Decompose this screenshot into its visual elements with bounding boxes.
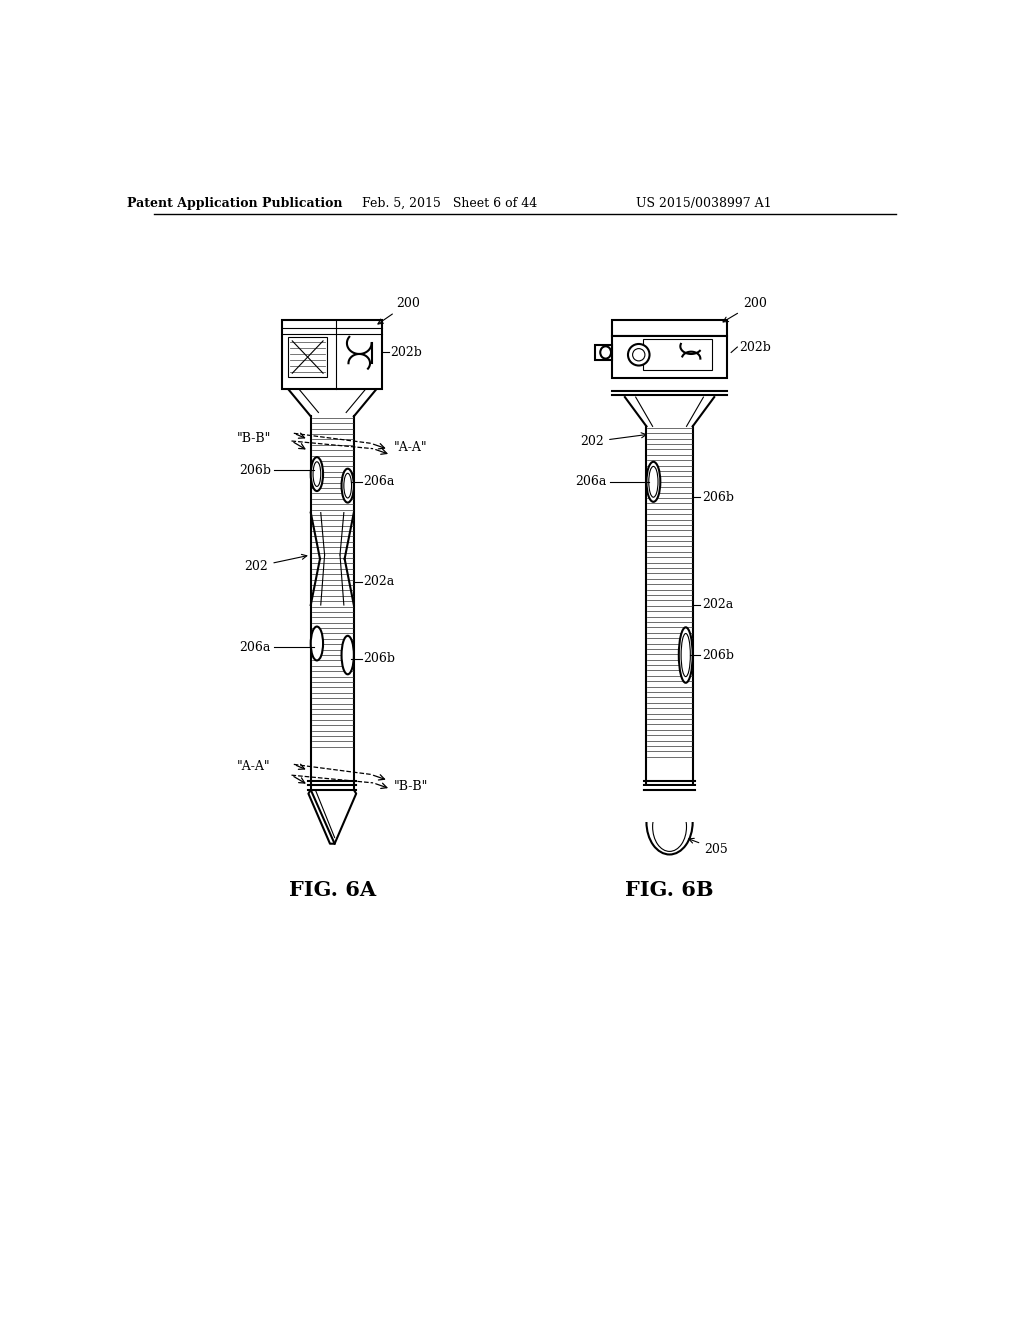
Text: 206b: 206b: [701, 648, 734, 661]
Text: 206b: 206b: [364, 652, 395, 665]
Bar: [643, 339, 712, 370]
Ellipse shape: [342, 636, 354, 675]
Text: 206a: 206a: [240, 640, 270, 653]
Text: 202: 202: [581, 433, 646, 449]
Text: 206a: 206a: [575, 475, 606, 488]
Bar: [611, 335, 727, 378]
Text: US 2015/0038997 A1: US 2015/0038997 A1: [636, 197, 772, 210]
Bar: [595, 345, 611, 360]
Text: 206a: 206a: [364, 475, 394, 488]
Text: 200: 200: [723, 297, 767, 322]
Text: "A-A": "A-A": [238, 760, 270, 774]
Bar: [289, 337, 327, 378]
Ellipse shape: [310, 627, 323, 660]
Bar: [643, 785, 696, 822]
Text: 202b: 202b: [739, 341, 771, 354]
Ellipse shape: [310, 457, 323, 491]
Ellipse shape: [646, 462, 660, 502]
Ellipse shape: [628, 345, 649, 366]
Text: FIG. 6A: FIG. 6A: [289, 880, 376, 900]
Bar: [611, 321, 727, 335]
Text: Patent Application Publication: Patent Application Publication: [127, 197, 342, 210]
Text: "A-A": "A-A": [394, 441, 428, 454]
Text: Feb. 5, 2015   Sheet 6 of 44: Feb. 5, 2015 Sheet 6 of 44: [362, 197, 538, 210]
Ellipse shape: [646, 789, 692, 854]
Bar: [283, 321, 382, 389]
Ellipse shape: [342, 469, 354, 503]
Text: 202a: 202a: [364, 576, 394, 589]
Text: 202b: 202b: [390, 346, 422, 359]
Text: 206b: 206b: [239, 463, 270, 477]
Text: 206b: 206b: [701, 491, 734, 504]
Text: 205: 205: [689, 838, 728, 855]
Text: 202a: 202a: [701, 598, 733, 611]
Text: "B-B": "B-B": [394, 780, 428, 793]
Ellipse shape: [679, 627, 692, 682]
Text: "B-B": "B-B": [237, 432, 270, 445]
Text: 200: 200: [378, 297, 420, 323]
Text: FIG. 6B: FIG. 6B: [626, 880, 714, 900]
Text: 202: 202: [245, 554, 307, 573]
